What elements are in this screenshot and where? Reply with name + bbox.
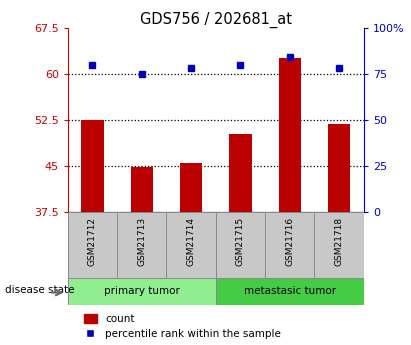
Bar: [68, 278, 216, 305]
Bar: [265, 212, 314, 278]
Bar: [131, 167, 153, 212]
Legend: count, percentile rank within the sample: count, percentile rank within the sample: [80, 310, 285, 343]
Bar: [328, 124, 350, 212]
Text: GSM21716: GSM21716: [285, 217, 294, 266]
Text: GSM21713: GSM21713: [137, 217, 146, 266]
Bar: [117, 212, 166, 278]
Text: GSM21714: GSM21714: [187, 217, 196, 266]
Bar: [229, 134, 252, 212]
Bar: [314, 212, 364, 278]
Text: GSM21715: GSM21715: [236, 217, 245, 266]
Bar: [166, 212, 216, 278]
Title: GDS756 / 202681_at: GDS756 / 202681_at: [140, 11, 292, 28]
Text: GSM21718: GSM21718: [335, 217, 344, 266]
Bar: [81, 120, 104, 212]
Text: metastasic tumor: metastasic tumor: [244, 286, 336, 296]
Bar: [216, 212, 265, 278]
Text: GSM21712: GSM21712: [88, 217, 97, 266]
Bar: [180, 163, 202, 212]
Bar: [216, 278, 364, 305]
Text: primary tumor: primary tumor: [104, 286, 180, 296]
Bar: [68, 212, 117, 278]
Bar: [279, 58, 301, 212]
Text: disease state: disease state: [5, 285, 75, 295]
